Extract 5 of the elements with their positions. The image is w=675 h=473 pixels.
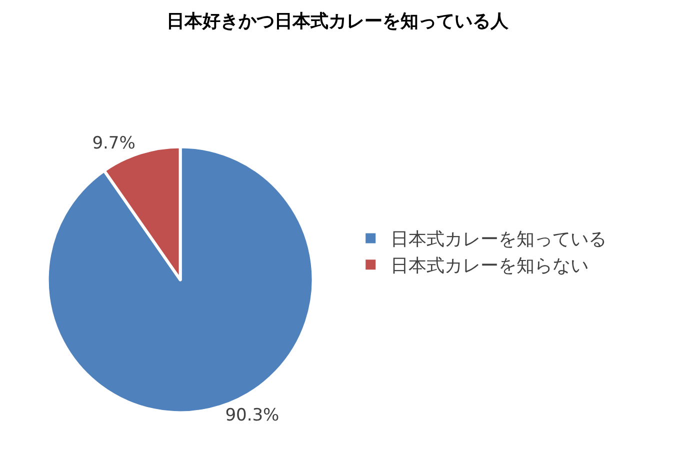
legend-label: 日本式カレーを知らない (390, 256, 589, 277)
data-label: 9.7% (92, 134, 136, 154)
data-label: 90.3% (225, 406, 280, 426)
chart-title: 日本好きかつ日本式カレーを知っている人 (166, 10, 510, 32)
legend-label: 日本式カレーを知っている (390, 229, 607, 250)
